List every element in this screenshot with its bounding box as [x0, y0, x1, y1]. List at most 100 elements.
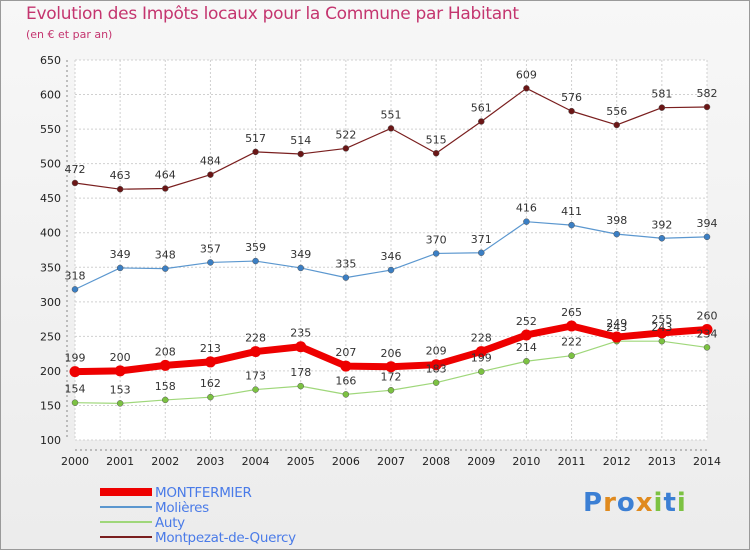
data-point-auty — [658, 337, 666, 345]
data-label-montfermier: 200 — [110, 351, 131, 364]
data-point-montpezat-de-quercy — [568, 107, 575, 115]
data-label-moli-res: 392 — [651, 218, 672, 231]
data-point-montpezat-de-quercy — [478, 118, 485, 125]
data-label-moli-res: 416 — [516, 202, 537, 215]
data-label-montpezat-de-quercy: 463 — [110, 169, 131, 182]
data-label-auty: 172 — [381, 370, 402, 383]
data-label-moli-res: 357 — [200, 242, 221, 255]
data-point-montfermier — [295, 341, 307, 353]
x-tick-label: 2011 — [558, 455, 586, 468]
logo-letter: x — [635, 488, 654, 518]
data-label-montpezat-de-quercy: 609 — [516, 68, 537, 81]
data-label-montpezat-de-quercy: 561 — [471, 101, 492, 114]
data-point-montfermier — [656, 327, 668, 339]
data-point-montpezat-de-quercy — [162, 185, 169, 192]
data-point-montfermier — [520, 329, 532, 341]
data-label-auty: 162 — [200, 377, 221, 390]
legend-label-montpezat-de-quercy: Montpezat-de-Quercy — [155, 530, 296, 546]
data-point-moli-res — [252, 257, 259, 265]
data-label-moli-res: 371 — [471, 233, 492, 246]
data-point-montpezat-de-quercy — [71, 179, 79, 187]
data-point-moli-res — [387, 266, 395, 274]
x-tick-label: 2004 — [242, 455, 270, 468]
data-point-moli-res — [116, 264, 124, 272]
data-label-auty: 153 — [110, 383, 131, 396]
data-point-moli-res — [523, 218, 530, 225]
x-tick-label: 2000 — [61, 455, 89, 468]
data-point-montpezat-de-quercy — [297, 150, 304, 158]
data-point-montfermier — [69, 366, 81, 378]
data-label-moli-res: 394 — [697, 217, 718, 230]
data-point-montfermier — [611, 331, 623, 343]
legend-label-auty: Auty — [155, 515, 185, 531]
data-label-auty: 166 — [335, 374, 356, 387]
data-label-montfermier: 252 — [516, 315, 537, 328]
x-tick-label: 2001 — [106, 455, 134, 468]
data-point-montpezat-de-quercy — [252, 148, 259, 156]
data-label-montpezat-de-quercy: 464 — [155, 169, 176, 182]
data-point-montpezat-de-quercy — [658, 104, 666, 111]
data-label-auty: 214 — [516, 341, 537, 354]
legend-swatch-montfermier — [100, 488, 152, 496]
data-label-moli-res: 348 — [155, 249, 176, 262]
data-point-auty — [162, 396, 169, 404]
logo-letter: i — [676, 488, 687, 518]
data-label-auty: 183 — [426, 363, 447, 376]
data-label-montpezat-de-quercy: 517 — [245, 132, 266, 145]
y-tick-label: 550 — [40, 123, 61, 136]
data-point-auty — [432, 379, 440, 386]
data-label-moli-res: 346 — [381, 250, 402, 263]
data-label-moli-res: 318 — [65, 269, 86, 282]
data-point-moli-res — [207, 259, 214, 266]
x-tick-label: 2013 — [648, 455, 676, 468]
data-point-montfermier — [385, 361, 397, 373]
data-label-montpezat-de-quercy: 556 — [606, 105, 627, 118]
y-tick-label: 150 — [40, 399, 61, 412]
data-point-moli-res — [297, 264, 304, 272]
legend-label-montfermier: MONTFERMIER — [155, 485, 252, 501]
data-point-montfermier — [430, 359, 442, 371]
data-point-montpezat-de-quercy — [523, 85, 530, 92]
data-label-auty: 234 — [697, 327, 718, 340]
data-point-montfermier — [340, 360, 352, 372]
data-label-montpezat-de-quercy: 551 — [381, 108, 402, 121]
legend-swatch-moli-res — [100, 506, 152, 508]
legend-swatch-montpezat-de-quercy — [100, 536, 152, 538]
y-tick-label: 650 — [40, 54, 61, 67]
data-label-montfermier: 199 — [65, 352, 86, 365]
data-point-auty — [252, 386, 259, 393]
data-label-montfermier: 255 — [651, 313, 672, 326]
data-label-montfermier: 235 — [290, 327, 311, 340]
y-tick-label: 250 — [40, 330, 61, 343]
x-tick-label: 2005 — [287, 455, 315, 468]
legend-label-moli-res: Molières — [155, 500, 209, 516]
data-label-montfermier: 228 — [245, 332, 266, 345]
data-point-auty — [71, 399, 79, 406]
data-label-montfermier: 213 — [200, 342, 221, 355]
data-label-moli-res: 335 — [335, 258, 356, 271]
data-label-montfermier: 249 — [606, 317, 627, 330]
data-point-montpezat-de-quercy — [342, 145, 350, 152]
data-point-moli-res — [342, 274, 350, 281]
data-label-moli-res: 349 — [290, 248, 311, 261]
data-point-montfermier — [566, 320, 578, 332]
data-label-auty: 222 — [561, 336, 582, 349]
x-tick-label: 2008 — [422, 455, 450, 468]
y-tick-label: 450 — [40, 192, 61, 205]
data-point-montpezat-de-quercy — [387, 125, 395, 132]
legend-swatch-auty — [100, 521, 152, 523]
data-label-auty: 154 — [65, 383, 86, 396]
data-label-montpezat-de-quercy: 484 — [200, 155, 221, 168]
data-label-montpezat-de-quercy: 515 — [426, 133, 447, 146]
data-point-montpezat-de-quercy — [116, 185, 124, 193]
data-point-moli-res — [162, 265, 169, 272]
data-label-auty: 173 — [245, 370, 266, 383]
x-tick-label: 2014 — [693, 455, 721, 468]
y-tick-label: 300 — [40, 296, 61, 309]
data-label-montpezat-de-quercy: 581 — [651, 88, 672, 101]
data-label-montpezat-de-quercy: 472 — [65, 163, 86, 176]
data-point-montfermier — [114, 365, 126, 377]
x-tick-label: 2012 — [603, 455, 631, 468]
x-tick-label: 2003 — [196, 455, 224, 468]
